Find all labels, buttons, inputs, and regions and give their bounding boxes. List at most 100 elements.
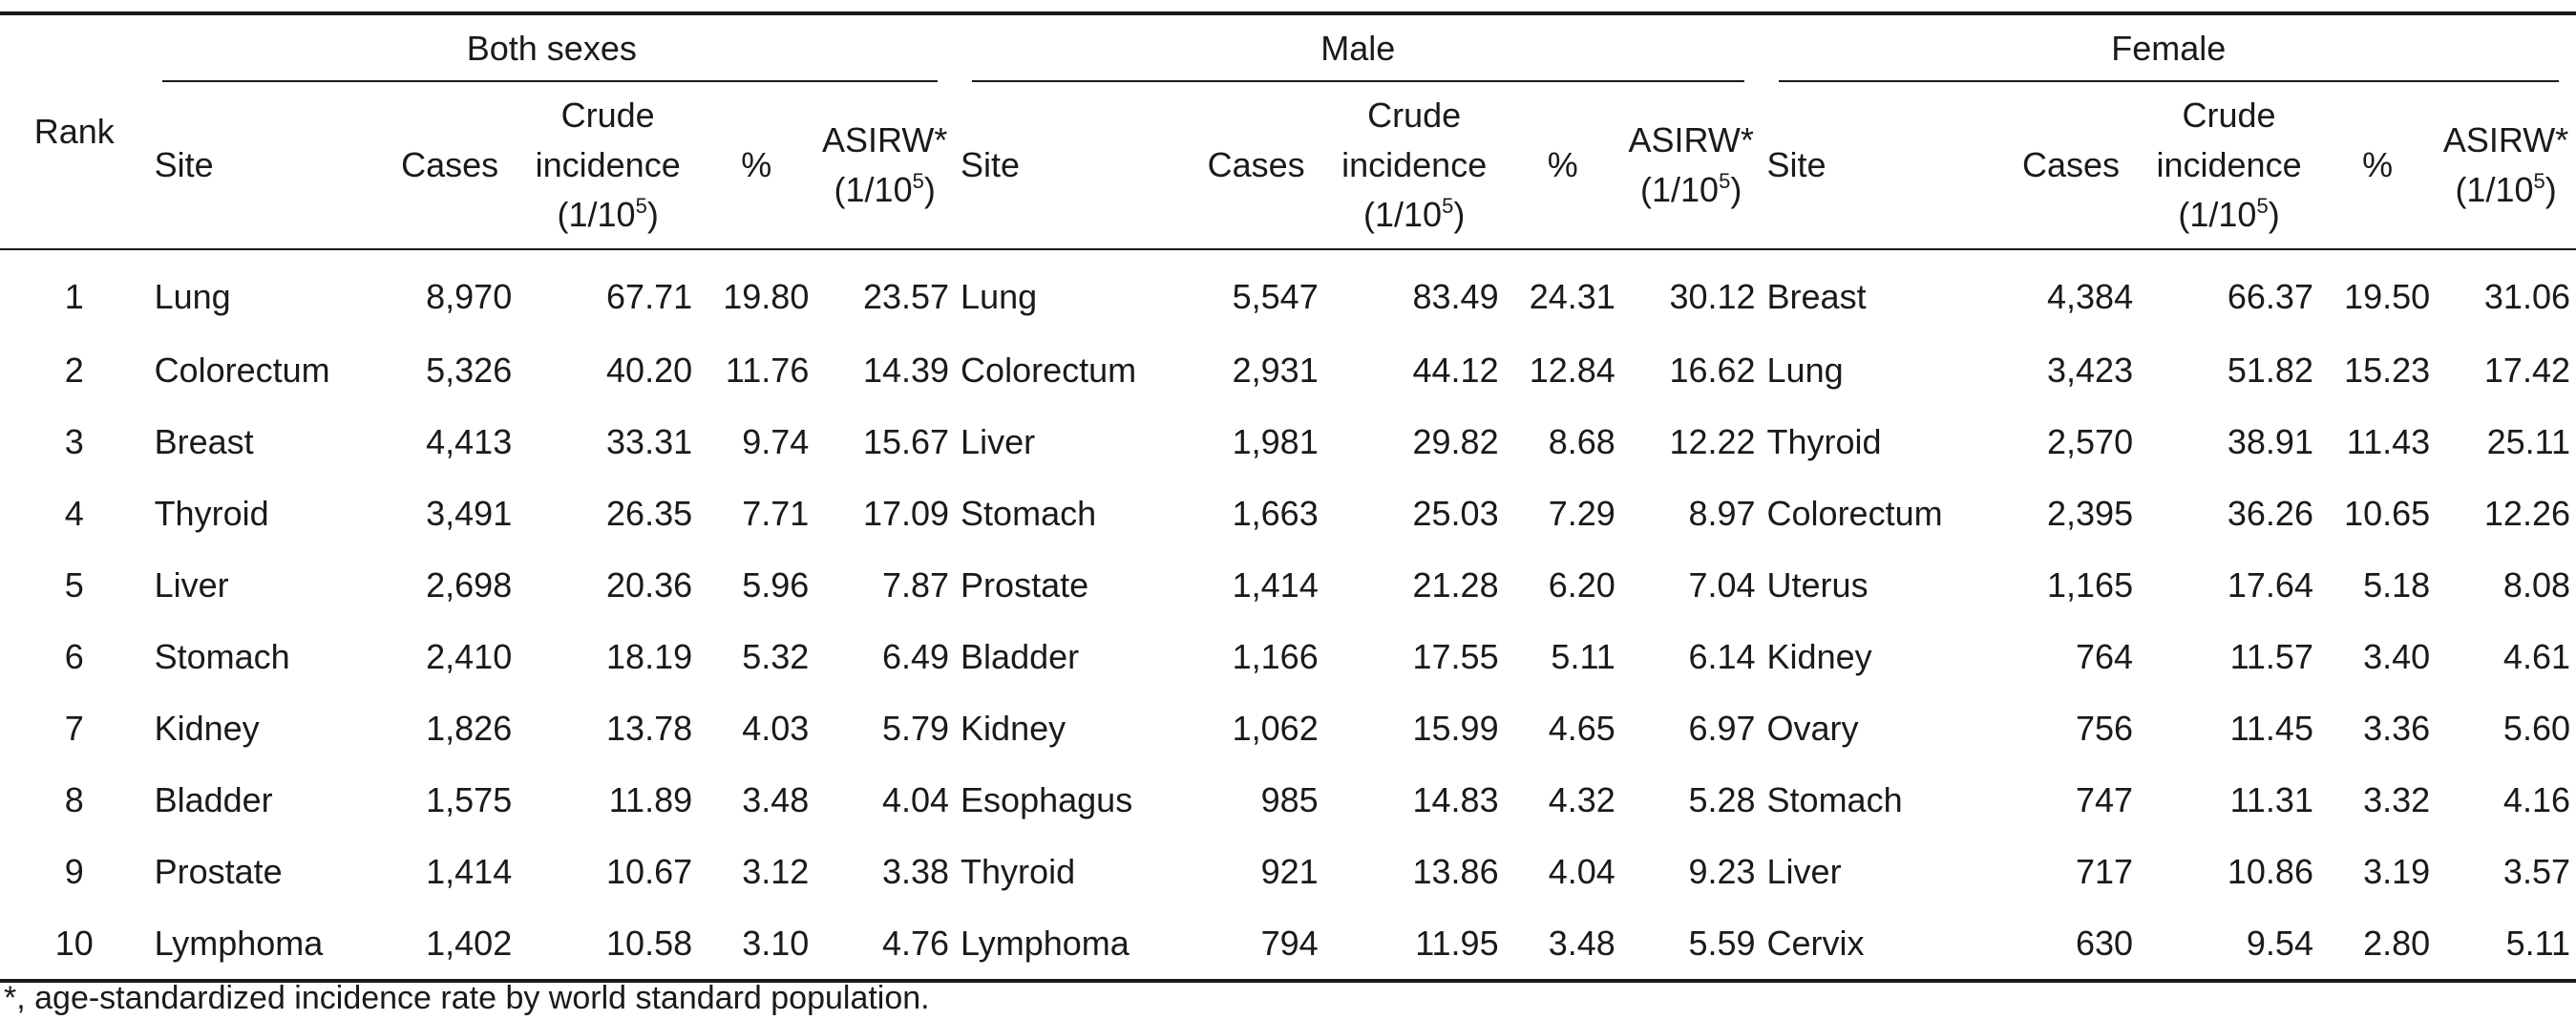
asirw-label: ASIRW*: [822, 120, 948, 159]
site-cell: Bladder: [961, 636, 1080, 676]
asirw-cell: 5.28: [1688, 779, 1756, 819]
table-row: 7 Kidney 1,826 13.78 4.03 5.79 Kidney 1,062 15.9…: [0, 692, 2576, 764]
site-header: Site: [961, 145, 1021, 184]
rank-cell: 10: [0, 907, 149, 983]
percent-cell: 3.32: [2363, 779, 2431, 819]
crude-unit-post: ): [646, 195, 659, 234]
crude-line2: incidence: [1341, 145, 1488, 184]
site-cell: Liver: [154, 564, 229, 605]
percent-header: %: [741, 145, 772, 184]
table-row: 8 Bladder 1,575 11.89 3.48 4.04 Esophagus 985 14…: [0, 764, 2576, 836]
crude-incidence-cell: 33.31: [606, 421, 693, 461]
crude-unit-post: ): [2268, 195, 2280, 234]
cases-cell: 1,402: [382, 907, 518, 983]
percent-cell: 4.65: [1548, 708, 1615, 748]
asirw-unit-pre: (1/10: [1640, 170, 1720, 209]
cases-cell: 2,698: [426, 564, 513, 605]
crude-incidence-cell: 18.19: [606, 636, 693, 676]
group-rule: [972, 80, 1744, 82]
asirw-cell: 8.97: [1688, 493, 1756, 533]
cases-cell: 1,414: [426, 851, 513, 891]
crude-line2: incidence: [535, 145, 681, 184]
asirw-cell: 31.06: [2483, 277, 2570, 316]
site-cell: Liver: [1766, 851, 1842, 891]
cases-cell: 2,931: [1232, 350, 1319, 390]
crude-incidence-cell: 40.20: [606, 350, 693, 390]
asirw-unit-post: ): [923, 170, 936, 209]
asirw-cell: 4.04: [881, 779, 950, 819]
percent-cell: 5.11: [1551, 636, 1615, 676]
crude-unit-exp: 5: [2256, 194, 2269, 218]
site-cell: Kidney: [961, 708, 1066, 748]
group-label: Male: [1320, 29, 1396, 68]
crude-incidence-cell: 51.82: [2227, 350, 2313, 390]
crude-incidence-cell: 10.86: [2227, 851, 2313, 891]
percent-cell: 9.74: [742, 421, 810, 461]
footnote: *, age-standardized incidence rate by wo…: [4, 980, 930, 1016]
crude-incidence-header: Crude incidence (1/105): [2139, 82, 2319, 249]
crude-incidence-cell: 83.49: [1412, 277, 1499, 316]
site-cell: Esophagus: [961, 779, 1133, 819]
cases-header: Cases: [1207, 145, 1305, 184]
asirw-cell: 5.59: [1620, 907, 1762, 983]
site-cell: Prostate: [154, 851, 283, 891]
crude-incidence-cell: 10.67: [606, 851, 693, 891]
asirw-cell: 12.22: [1669, 421, 1756, 461]
asirw-cell: 6.14: [1688, 636, 1756, 676]
crude-line2: incidence: [2156, 145, 2302, 184]
site-cell: Kidney: [1766, 636, 1872, 676]
site-cell: Stomach: [154, 636, 290, 676]
cases-cell: 4,384: [2047, 277, 2134, 316]
crude-incidence-cell: 36.26: [2227, 493, 2313, 533]
cases-cell: 921: [1260, 851, 1319, 891]
column-header-row: Site Cases Crude incidence (1/105)% ASIRW* (1/…: [0, 82, 2576, 249]
crude-incidence-cell: 13.78: [606, 708, 693, 748]
percent-cell: 19.80: [723, 277, 810, 316]
cases-cell: 985: [1260, 779, 1319, 819]
site-cell: Bladder: [154, 779, 273, 819]
asirw-unit-post: ): [2544, 170, 2557, 209]
cases-cell: 8,970: [426, 277, 513, 316]
cases-cell: 1,826: [426, 708, 513, 748]
site-cell: Lung: [154, 277, 231, 316]
percent-header: %: [2362, 145, 2394, 184]
group-rule: [161, 80, 939, 82]
site-cell: Liver: [961, 421, 1036, 461]
cases-cell: 2,395: [2047, 493, 2134, 533]
percent-cell: 19.50: [2344, 277, 2431, 316]
site-cell: Breast: [154, 421, 254, 461]
site-cell: Breast: [1766, 277, 1867, 316]
crude-unit-pre: (1/10: [557, 195, 636, 234]
rank-cell: 6: [64, 636, 84, 676]
group-male: Male: [955, 13, 1761, 82]
site-cell: Stomach: [961, 493, 1097, 533]
crude-incidence-cell: 17.64: [2227, 564, 2313, 605]
table-row: 3 Breast 4,413 33.31 9.74 15.67 Liver 1,981 29.8…: [0, 406, 2576, 478]
rank-cell: 4: [64, 493, 84, 533]
asirw-unit-post: ): [1730, 170, 1742, 209]
group-rule: [1778, 80, 2559, 82]
cases-cell: 1,414: [1232, 564, 1319, 605]
crude-incidence-cell: 13.86: [1412, 851, 1499, 891]
site-cell: Thyroid: [1766, 421, 1882, 461]
cases-header: Cases: [2021, 145, 2120, 184]
percent-cell: 4.32: [1548, 779, 1615, 819]
percent-cell: 5.96: [742, 564, 810, 605]
table-row: 2 Colorectum 5,326 40.20 11.76 14.39 Colorectu…: [0, 334, 2576, 406]
crude-incidence-header: Crude incidence (1/105): [1324, 82, 1505, 249]
asirw-unit-exp: 5: [1719, 169, 1731, 193]
percent-cell: 11.76: [725, 350, 810, 390]
crude-unit-pre: (1/10: [1363, 195, 1443, 234]
site-cell: Ovary: [1766, 708, 1859, 748]
asirw-cell: 3.57: [2502, 851, 2570, 891]
cases-cell: 3,491: [426, 493, 513, 533]
site-cell: Lymphoma: [955, 907, 1189, 983]
percent-cell: 11.43: [2346, 421, 2431, 461]
site-cell: Lymphoma: [148, 907, 383, 983]
rank-cell: 8: [64, 779, 84, 819]
percent-cell: 7.71: [742, 493, 810, 533]
table-body: 1 Lung 8,970 67.71 19.80 23.57 Lung 5,547 83.49 2…: [0, 249, 2576, 983]
crude-incidence-cell: 44.12: [1412, 350, 1499, 390]
site-cell: Colorectum: [154, 350, 330, 390]
crude-incidence-cell: 38.91: [2227, 421, 2313, 461]
